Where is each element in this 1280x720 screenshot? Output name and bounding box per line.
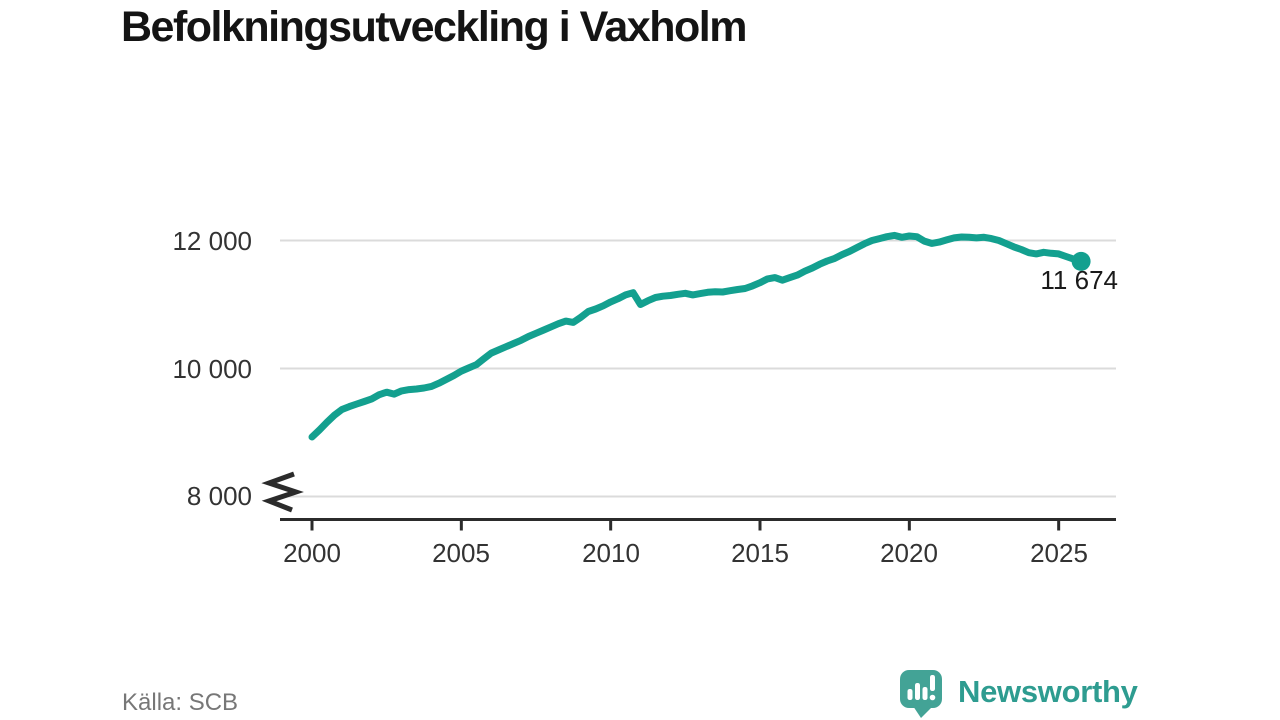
x-axis-tick-label: 2005 xyxy=(432,538,490,568)
x-axis xyxy=(280,518,1116,531)
newsworthy-logo: Newsworthy xyxy=(898,665,1138,719)
latest-value-label: 11 674 xyxy=(1040,265,1118,295)
newsworthy-speech-bubble-chart-icon xyxy=(900,670,942,718)
newsworthy-wordmark: Newsworthy xyxy=(958,674,1138,709)
x-axis-tick-label: 2000 xyxy=(283,538,341,568)
x-axis-tick-label: 2025 xyxy=(1030,538,1088,568)
y-axis-tick-label: 10 000 xyxy=(172,354,252,384)
y-axis-break-icon xyxy=(261,471,304,513)
population-line-series xyxy=(308,231,1085,441)
x-axis-tick-label: 2015 xyxy=(731,538,789,568)
y-axis-tick-label: 12 000 xyxy=(172,226,252,256)
x-axis-tick-label: 2010 xyxy=(582,538,640,568)
latest-value-dot xyxy=(1071,251,1091,271)
y-axis-tick-label: 8 000 xyxy=(186,481,252,511)
page-title: Befolkningsutveckling i Vaxholm xyxy=(121,3,747,51)
x-axis-tick-label: 2020 xyxy=(880,538,938,568)
source-caption: Källa: SCB xyxy=(122,689,239,716)
